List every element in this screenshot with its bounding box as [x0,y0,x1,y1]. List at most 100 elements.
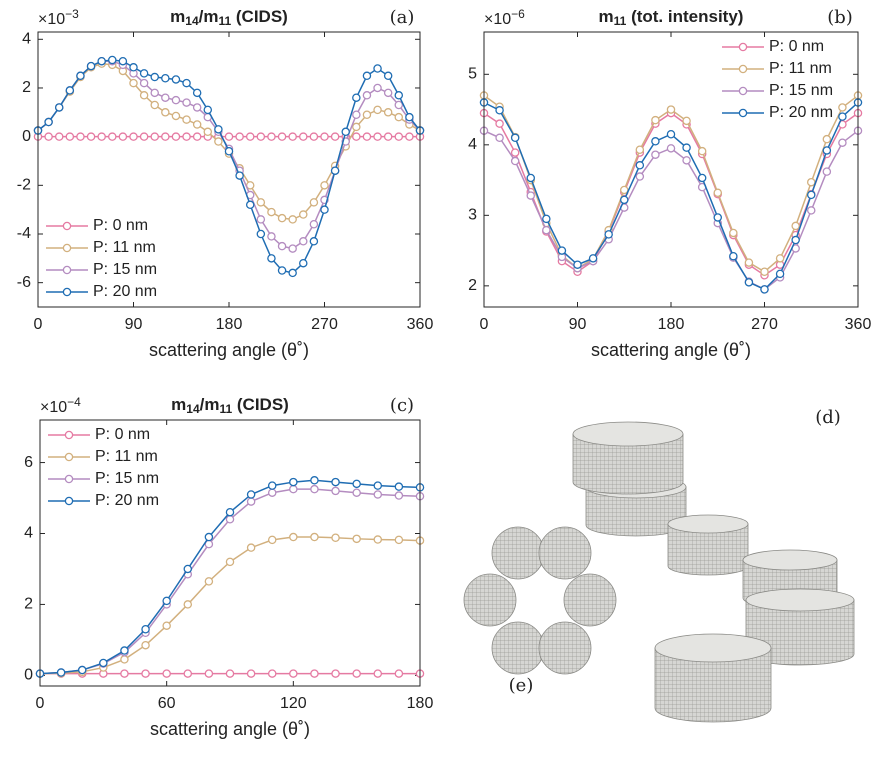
data-point [288,132,297,141]
data-point [192,132,202,141]
data-point [651,115,660,125]
legend-marker [62,243,72,253]
data-point [604,230,613,239]
data-point [289,669,298,678]
data-point [331,669,340,678]
data-point [744,278,754,287]
data-point [352,132,361,141]
data-point [495,106,504,115]
cylinder-top [572,421,684,447]
legend-label: P: 11 nm [769,60,832,77]
legend-label: P: 15 nm [93,261,157,278]
legend-label: P: 0 nm [93,217,148,234]
x-tick-label: 120 [280,695,307,712]
data-point [383,88,393,98]
x-axis-label: scattering angle (θ˚) [591,340,751,360]
data-point [405,112,414,122]
data-point [277,241,287,251]
legend-marker [62,287,72,297]
data-point [320,205,329,214]
data-point [108,55,117,65]
y-tick-label: -2 [17,177,31,194]
y-exponent: ×10−4 [40,395,81,416]
y-tick-label: 2 [24,596,33,613]
cylinder [667,514,749,576]
data-point [267,481,277,490]
legend-marker [738,42,748,52]
data-point [362,71,372,81]
data-point [256,132,266,141]
data-point [620,195,629,205]
data-point [807,177,816,187]
data-point [713,188,723,198]
panel-label: (d) [815,407,841,428]
data-point [192,120,202,129]
data-point [310,669,319,678]
data-point [139,91,149,100]
data-point [182,115,191,124]
data-point [86,132,96,141]
data-point [682,156,691,165]
data-point [288,268,297,278]
data-point [330,132,340,141]
cylinder-top [742,549,838,571]
data-point [373,83,382,93]
y-tick-label: 6 [24,454,33,471]
data-point [729,228,738,238]
disk [463,573,517,627]
data-point [99,658,108,668]
x-tick-label: 270 [751,316,778,333]
data-point [203,105,213,115]
data-point [162,596,171,606]
legend-label: P: 0 nm [95,426,150,443]
data-point [141,669,150,678]
cylinder-side [572,433,684,495]
chart-title: m11 (tot. intensity) [599,7,744,27]
data-point [235,132,244,141]
data-point [299,237,308,246]
data-point [822,167,832,176]
legend-marker [64,430,74,440]
data-point [129,78,138,88]
y-tick-label: 4 [468,136,477,153]
data-point [120,655,129,664]
data-point [267,132,276,141]
data-point [309,198,319,207]
data-point [807,206,816,215]
axes-box [37,31,421,308]
data-point [171,111,181,121]
data-point [362,91,372,100]
data-point [405,132,414,141]
legend-marker [738,86,748,96]
legend-marker [62,265,72,275]
data-point [760,267,769,276]
data-point [162,621,171,630]
data-point [309,237,319,246]
data-point [183,564,193,574]
data-point [129,132,138,141]
data-point [150,88,159,98]
data-point [44,132,53,141]
legend-marker [64,452,74,462]
data-point [620,185,629,195]
x-tick-label: 90 [569,316,587,333]
cylinder-top [667,514,749,534]
data-point [666,129,676,139]
disk [491,621,545,675]
data-point [682,116,691,126]
legend-label: P: 15 nm [769,82,833,99]
cylinder-top [654,633,772,663]
data-point [225,557,235,567]
y-tick-label: 3 [468,207,477,224]
legend-label: P: 11 nm [95,448,158,465]
data-point [246,497,256,506]
data-point [245,132,255,141]
data-point [256,229,266,239]
legend-label: P: 0 nm [769,38,824,55]
legend-marker [738,108,748,118]
disk [563,573,617,627]
data-point [310,484,319,494]
data-point [267,232,276,241]
data-point [362,110,372,119]
data-point [635,172,645,181]
